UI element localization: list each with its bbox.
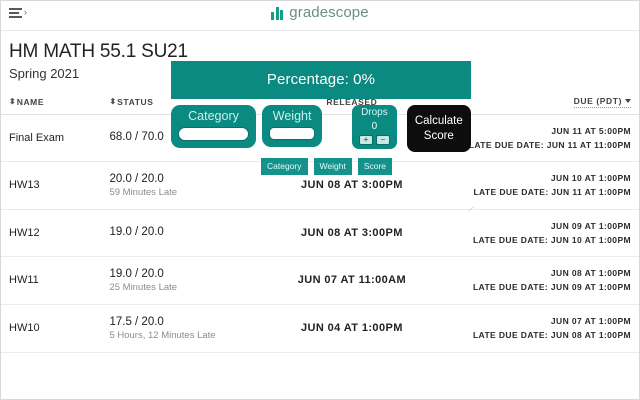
assignment-score: 68.0 / 70.0: [109, 130, 164, 143]
percentage-display: Percentage: 0%: [171, 61, 471, 99]
assignment-due-date: JUN 10 AT 1:00PM: [550, 173, 631, 184]
bar-chart-icon: [271, 6, 284, 20]
drops-increment-button[interactable]: +: [358, 134, 373, 145]
assignment-late-due-date: LATE DUE DATE: JUN 08 AT 1:00PM: [472, 330, 631, 341]
assignment-due: JUN 08 AT 1:00PM LATE DUE DATE: JUN 09 A…: [428, 256, 639, 305]
assignment-late-due-date: LATE DUE DATE: JUN 11 AT 11:00PM: [468, 139, 631, 150]
column-header-status-label: STATUS: [117, 97, 154, 108]
tag-weight-button[interactable]: Weight: [313, 158, 352, 175]
column-header-name[interactable]: ⬍ NAME: [1, 91, 110, 115]
assignment-status: 19.0 / 20.0 25 Minutes Late: [109, 256, 276, 305]
assignment-status: 20.0 / 20.0 59 Minutes Late: [109, 161, 276, 210]
drops-decrement-button[interactable]: −: [375, 134, 390, 145]
assignment-score: 17.5 / 20.0: [109, 315, 164, 328]
weight-field-group: Weight: [262, 105, 323, 147]
assignment-score: 19.0 / 20.0: [109, 267, 164, 280]
assignment-due: JUN 09 AT 1:00PM LATE DUE DATE: JUN 10 A…: [428, 209, 639, 257]
weight-input[interactable]: [269, 126, 316, 140]
category-field-group: Category: [171, 105, 257, 148]
column-header-released-label: RELEASED: [326, 96, 378, 107]
hamburger-icon: [9, 8, 22, 18]
brand-name: gradescope: [289, 4, 369, 21]
top-navbar: › gradescope: [1, 1, 639, 31]
assignment-name: HW10: [1, 304, 110, 353]
sort-icon: ⬍: [109, 97, 116, 107]
drops-value: 0: [371, 120, 378, 132]
table-row[interactable]: HW12 19.0 / 20.0 JUN 08 AT 3:00PM JUN 09…: [1, 209, 639, 257]
calculate-score-button[interactable]: Calculate Score: [406, 105, 471, 152]
column-header-due[interactable]: DUE (PDT): [428, 91, 639, 115]
assignment-due-date: JUN 09 AT 1:00PM: [550, 220, 631, 231]
drops-stepper-group: Drops 0 + −: [352, 105, 397, 149]
category-label: Category: [188, 109, 239, 123]
assignment-late-due-date: LATE DUE DATE: JUN 11 AT 1:00PM: [473, 187, 631, 198]
tag-category-button[interactable]: Category: [261, 158, 308, 175]
tag-score-button[interactable]: Score: [357, 158, 393, 175]
column-header-name-label: NAME: [16, 97, 45, 108]
assignment-late-note: 5 Hours, 12 Minutes Late: [109, 329, 216, 341]
table-row[interactable]: HW13 20.0 / 20.0 59 Minutes Late JUN 08 …: [1, 161, 639, 210]
assignment-score: 20.0 / 20.0: [109, 172, 164, 185]
assignment-due-date: JUN 07 AT 1:00PM: [550, 316, 631, 327]
assignment-status: 17.5 / 20.0 5 Hours, 12 Minutes Late: [109, 304, 276, 353]
assignment-late-due-date: LATE DUE DATE: JUN 09 AT 1:00PM: [472, 282, 631, 293]
assignment-late-note: 25 Minutes Late: [109, 281, 178, 293]
assignment-score: 19.0 / 20.0: [109, 225, 164, 238]
assignment-late-due-date: LATE DUE DATE: JUN 10 AT 1:00PM: [472, 234, 631, 245]
chevron-right-icon: ›: [24, 7, 27, 17]
drops-label: Drops: [361, 107, 388, 118]
assignment-name: HW11: [1, 256, 110, 305]
assignment-due-date: JUN 08 AT 1:00PM: [550, 268, 631, 279]
assignment-released: JUN 07 AT 11:00AM: [275, 256, 429, 305]
assignment-due: JUN 07 AT 1:00PM LATE DUE DATE: JUN 08 A…: [428, 304, 639, 353]
column-header-due-label: DUE (PDT): [573, 95, 622, 106]
assignment-released: JUN 04 AT 1:00PM: [275, 304, 429, 353]
brand-logo[interactable]: gradescope: [1, 4, 639, 21]
course-header: HM MATH 55.1 SU21 Spring 2021: [1, 31, 639, 81]
assignment-released: JUN 08 AT 3:00PM: [275, 209, 429, 257]
assignment-name: HW12: [1, 209, 110, 257]
assignment-due: JUN 10 AT 1:00PM LATE DUE DATE: JUN 11 A…: [428, 161, 639, 210]
chevron-down-icon: [625, 98, 631, 103]
page-title: HM MATH 55.1 SU21: [9, 41, 188, 62]
assignment-due-date: JUN 11 AT 5:00PM: [551, 125, 631, 136]
calculator-controls-row: Category Weight Drops 0 + − Calculate Sc…: [171, 105, 471, 152]
table-row[interactable]: HW10 17.5 / 20.0 5 Hours, 12 Minutes Lat…: [1, 304, 639, 353]
course-term: Spring 2021: [9, 65, 80, 81]
tag-button-row: Category Weight Score: [261, 158, 393, 175]
score-calculator-panel: Percentage: 0% Category Weight Drops 0 +…: [171, 61, 471, 152]
sort-icon: ⬍: [9, 97, 16, 107]
category-input[interactable]: [178, 126, 250, 141]
assignment-late-note: 59 Minutes Late: [109, 186, 178, 198]
weight-label: Weight: [272, 109, 312, 123]
assignment-name: HW13: [1, 161, 110, 210]
menu-toggle-button[interactable]: ›: [9, 8, 27, 18]
assignment-name: Final Exam: [1, 114, 110, 162]
table-row[interactable]: HW11 19.0 / 20.0 25 Minutes Late JUN 07 …: [1, 256, 639, 305]
assignment-status: 19.0 / 20.0: [109, 209, 276, 257]
drops-stepper: + −: [358, 134, 390, 145]
